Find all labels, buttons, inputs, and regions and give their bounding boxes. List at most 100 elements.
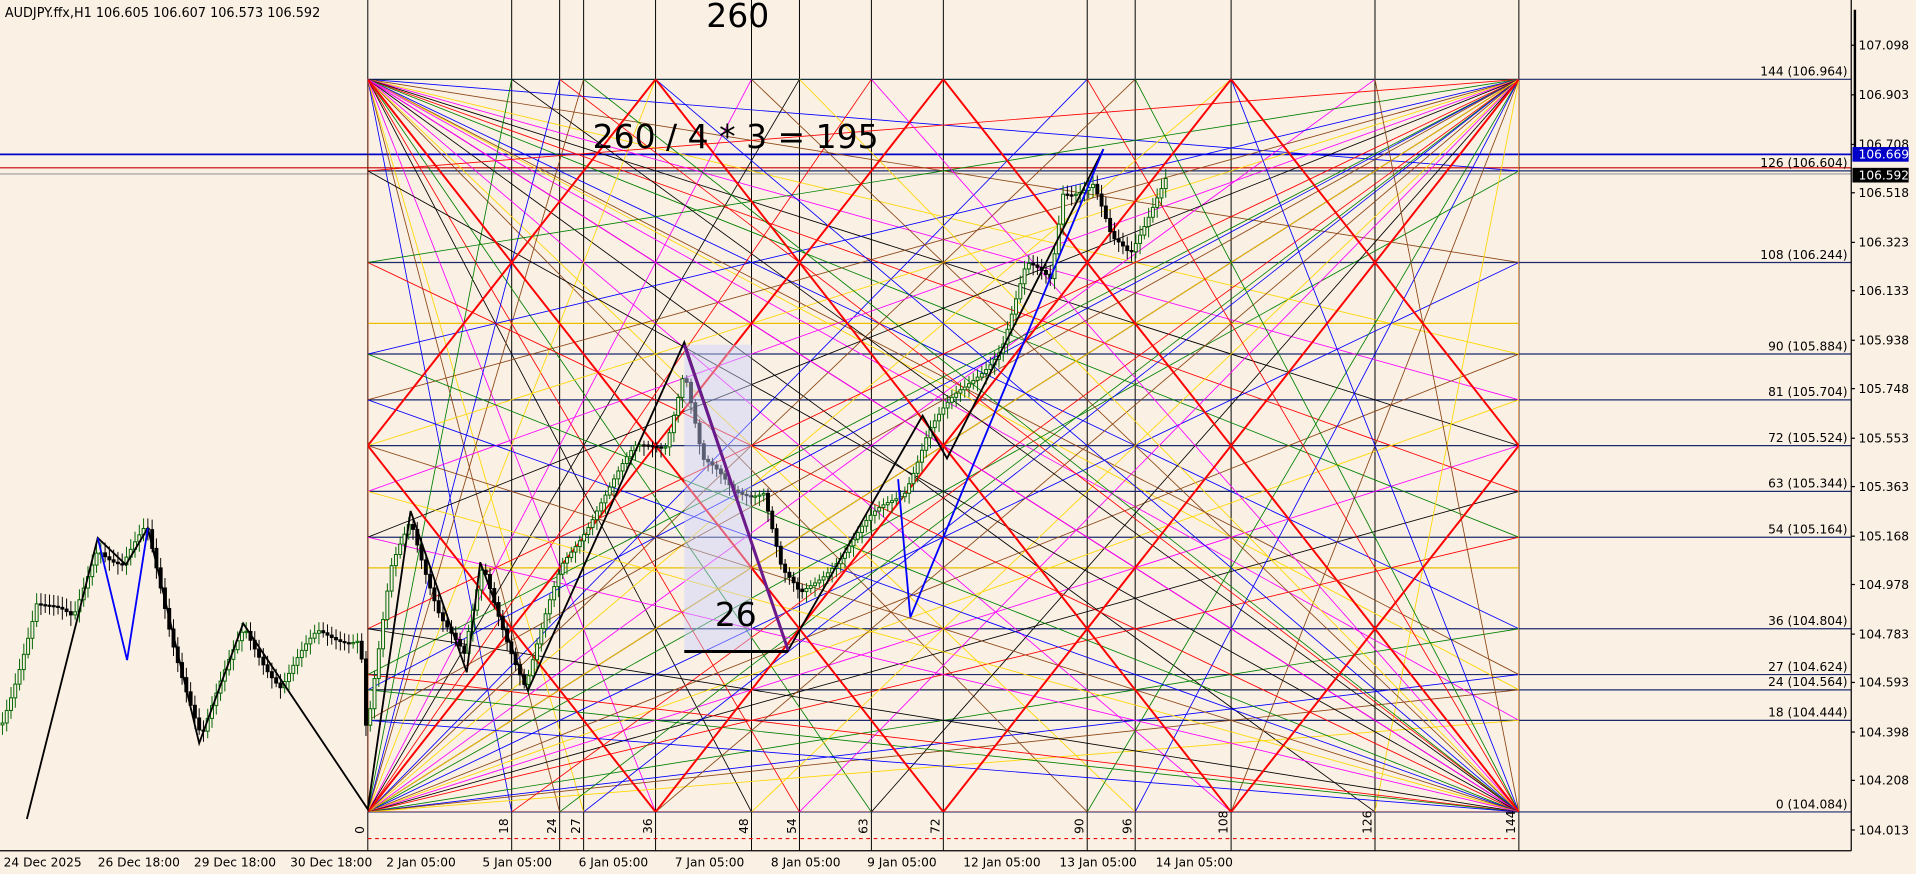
level-label: 81 (105.704) (1768, 385, 1847, 399)
time-label: 9 Jan 05:00 (867, 856, 937, 870)
candle-body (329, 634, 334, 639)
candle-body (1014, 298, 1018, 315)
annotation: 260 / 4 * 3 = 195 (593, 117, 879, 156)
annotation: 26 (715, 595, 757, 634)
candle-body (530, 659, 535, 677)
candle-body (547, 599, 552, 615)
candle-body (860, 525, 865, 533)
highlight-box (684, 344, 752, 652)
candle-body (440, 612, 445, 622)
time-label: 24 Dec 2025 (4, 856, 82, 870)
vertical-mark-label: 126 (1360, 811, 1374, 834)
candle-body (890, 500, 894, 504)
candle-body (479, 569, 484, 591)
candle-body (299, 649, 304, 659)
candle-body (565, 557, 569, 564)
level-label: 36 (104.804) (1768, 614, 1847, 628)
candle-body (693, 402, 698, 424)
candle-body (629, 450, 634, 458)
candle-body (962, 386, 967, 391)
candle-body (659, 446, 664, 449)
candle-body (43, 604, 48, 607)
vertical-mark-label: 72 (929, 818, 943, 834)
fan-line (1134, 79, 1519, 812)
candle-body (710, 461, 715, 466)
diamond-line (367, 79, 657, 448)
candle-body (778, 545, 783, 565)
level-label: 0 (104.084) (1776, 797, 1848, 811)
candle-body (312, 632, 317, 639)
candle-body (9, 697, 13, 711)
candle-body (603, 494, 608, 504)
vertical-mark-label: 24 (545, 818, 559, 834)
candle-body (21, 653, 26, 671)
level-label: 72 (105.524) (1768, 431, 1847, 445)
candle-body (924, 437, 929, 451)
price-label: 104.398 (1859, 725, 1910, 739)
candle-body (321, 630, 326, 634)
level-label: 27 (104.624) (1768, 660, 1847, 674)
candle-body (1138, 234, 1143, 244)
candle-body (757, 494, 762, 497)
candle-body (787, 571, 792, 578)
candle-body (851, 538, 856, 547)
fan-line (367, 79, 1088, 812)
fan-line (367, 79, 1376, 812)
candle-body (654, 445, 659, 449)
candle-body (650, 445, 655, 448)
level-label: 108 (106.244) (1760, 248, 1847, 262)
diamond-line (367, 79, 945, 812)
fan-line (367, 674, 1519, 812)
level-label: 24 (104.564) (1768, 675, 1847, 689)
candle-body (932, 420, 937, 429)
fan-line (367, 79, 1519, 492)
candle-body (949, 396, 954, 403)
candle-body (1150, 206, 1155, 218)
candle-body (967, 383, 971, 388)
fan-line (367, 79, 1519, 721)
candle-body (1155, 197, 1160, 208)
fan-line (367, 79, 1519, 691)
diamond-line (367, 444, 657, 812)
candle-body (616, 470, 621, 480)
fan-line (367, 399, 1519, 812)
price-label: 104.783 (1859, 627, 1910, 641)
time-label: 5 Jan 05:00 (482, 856, 552, 870)
candle-body (47, 604, 52, 607)
candle-body (428, 573, 433, 589)
candle-body (902, 492, 907, 498)
fan-line (367, 79, 1519, 538)
price-label-current: 106.592 (1859, 168, 1910, 182)
candle-body (907, 483, 912, 494)
candle-body (1116, 238, 1121, 243)
candle-body (667, 432, 672, 448)
price-label: 105.553 (1859, 432, 1910, 446)
time-label: 26 Dec 18:00 (98, 856, 180, 870)
candle-body (624, 456, 629, 465)
fan-line (751, 79, 1519, 812)
candle-body (642, 444, 646, 447)
candle-body (744, 493, 749, 497)
candle-body (398, 543, 403, 556)
candle-body (90, 564, 95, 578)
fan-line (367, 353, 1519, 812)
price-label: 106.518 (1859, 186, 1910, 200)
price-label: 106.323 (1859, 236, 1910, 250)
vertical-mark-label: 36 (641, 818, 655, 834)
candle-body (1146, 216, 1151, 227)
candle-body (1095, 183, 1100, 195)
candle-body (1069, 194, 1074, 197)
candle-body (813, 582, 817, 587)
candle-body (586, 526, 591, 535)
candle-body (269, 671, 274, 679)
annotation: 260 (706, 0, 769, 35)
candle-body (325, 632, 330, 636)
candle-body (937, 413, 942, 422)
candle-body (868, 514, 873, 521)
time-label: 14 Jan 05:00 (1156, 856, 1233, 870)
candle-body (364, 658, 368, 726)
diamond-line (1230, 79, 1519, 448)
candle-body (4, 709, 9, 724)
level-label: 144 (106.964) (1760, 65, 1847, 79)
